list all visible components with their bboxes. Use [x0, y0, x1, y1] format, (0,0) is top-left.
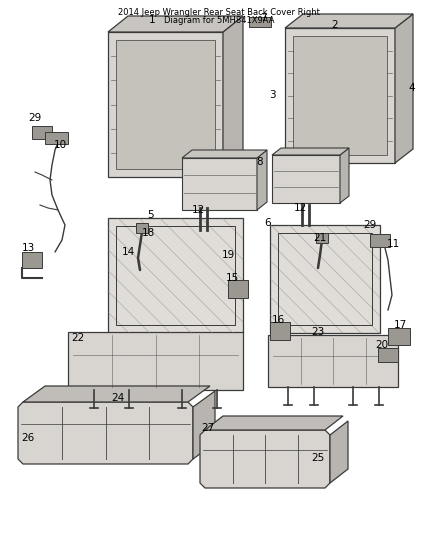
Polygon shape: [22, 252, 42, 268]
Polygon shape: [249, 17, 271, 27]
Text: 15: 15: [226, 273, 239, 283]
Text: 25: 25: [311, 453, 325, 463]
Text: 7: 7: [260, 13, 266, 23]
Text: 17: 17: [393, 320, 406, 330]
Text: 12: 12: [191, 205, 205, 215]
Polygon shape: [18, 402, 193, 464]
Text: 29: 29: [28, 113, 42, 123]
Polygon shape: [200, 430, 330, 488]
Text: 14: 14: [121, 247, 134, 257]
Text: 27: 27: [201, 423, 215, 433]
Text: 26: 26: [21, 433, 35, 443]
Polygon shape: [270, 225, 380, 333]
Text: Diagram for 5MH841X9AA: Diagram for 5MH841X9AA: [164, 16, 274, 25]
Text: 22: 22: [71, 333, 85, 343]
Polygon shape: [45, 132, 68, 144]
Polygon shape: [32, 125, 52, 139]
Polygon shape: [136, 223, 148, 233]
Text: 21: 21: [313, 233, 327, 243]
Polygon shape: [285, 14, 413, 28]
Polygon shape: [257, 150, 267, 210]
Text: 6: 6: [265, 218, 271, 228]
Text: 12: 12: [293, 203, 307, 213]
Text: 2014 Jeep Wrangler Rear Seat Back Cover Right: 2014 Jeep Wrangler Rear Seat Back Cover …: [118, 8, 320, 17]
Polygon shape: [228, 280, 248, 298]
Text: 16: 16: [272, 315, 285, 325]
Polygon shape: [316, 233, 328, 243]
Polygon shape: [395, 14, 413, 163]
Polygon shape: [293, 36, 387, 155]
Polygon shape: [330, 421, 348, 483]
Text: 1: 1: [148, 15, 155, 25]
Text: 3: 3: [268, 90, 276, 100]
Polygon shape: [182, 150, 267, 158]
Polygon shape: [270, 322, 290, 340]
Text: 4: 4: [409, 83, 415, 93]
Polygon shape: [108, 16, 243, 32]
Text: 2: 2: [332, 20, 338, 30]
Polygon shape: [340, 148, 349, 203]
Polygon shape: [108, 32, 223, 177]
Text: 24: 24: [111, 393, 125, 403]
Polygon shape: [68, 332, 243, 390]
Polygon shape: [23, 386, 210, 402]
Polygon shape: [108, 218, 243, 333]
Polygon shape: [205, 416, 343, 430]
Polygon shape: [268, 335, 398, 387]
Polygon shape: [193, 391, 215, 459]
Polygon shape: [223, 16, 243, 177]
Text: 11: 11: [386, 239, 399, 249]
Polygon shape: [370, 233, 390, 246]
Text: 20: 20: [375, 340, 389, 350]
Polygon shape: [272, 148, 349, 155]
Text: 19: 19: [221, 250, 235, 260]
Text: 8: 8: [257, 157, 263, 167]
Polygon shape: [285, 28, 395, 163]
Polygon shape: [378, 348, 398, 362]
Polygon shape: [388, 328, 410, 345]
Text: 13: 13: [21, 243, 35, 253]
Text: 18: 18: [141, 228, 155, 238]
Text: 23: 23: [311, 327, 325, 337]
Text: 5: 5: [147, 210, 153, 220]
Text: 10: 10: [53, 140, 67, 150]
Polygon shape: [272, 155, 340, 203]
Polygon shape: [182, 158, 257, 210]
Text: 29: 29: [364, 220, 377, 230]
Polygon shape: [116, 40, 215, 169]
